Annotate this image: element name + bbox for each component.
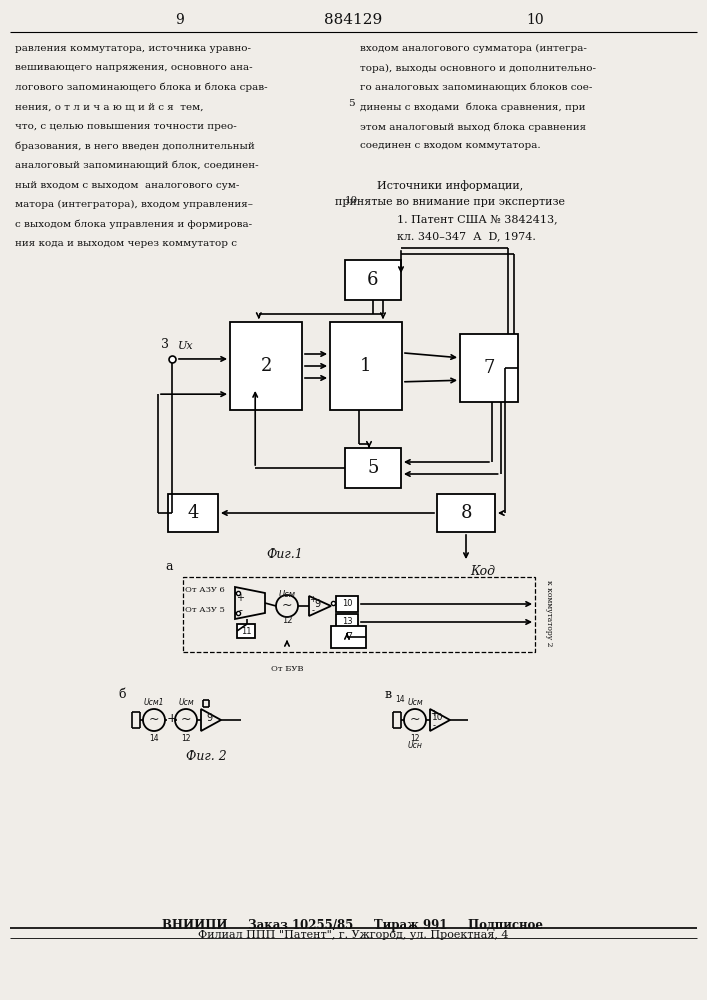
Text: От АЗУ 6: От АЗУ 6	[185, 586, 225, 594]
Text: 884129: 884129	[324, 13, 382, 27]
Text: 7: 7	[345, 632, 352, 642]
Bar	[336, 596, 358, 612]
Bar	[437, 494, 495, 532]
Text: с выходом блока управления и формирова-: с выходом блока управления и формирова-	[15, 220, 252, 229]
Text: 11: 11	[241, 626, 251, 636]
Text: 12: 12	[181, 734, 191, 743]
Bar	[331, 626, 366, 648]
Text: матора (интегратора), входом управления–: матора (интегратора), входом управления–	[15, 200, 253, 209]
Text: 10: 10	[341, 599, 352, 608]
Text: Uсм1: Uсм1	[144, 698, 164, 707]
Text: 5: 5	[348, 99, 354, 107]
Text: От АЗУ 5: От АЗУ 5	[185, 606, 225, 614]
Text: ~: ~	[148, 712, 159, 726]
Text: к коммутатору 2: к коммутатору 2	[545, 580, 553, 646]
Text: Код: Код	[470, 565, 495, 578]
Text: ный входом с выходом  аналогового сум-: ный входом с выходом аналогового сум-	[15, 180, 240, 190]
Bar	[345, 448, 401, 488]
Bar	[336, 614, 358, 630]
Text: ~: ~	[282, 598, 292, 611]
Text: логового запоминающего блока и блока срав-: логового запоминающего блока и блока сра…	[15, 83, 268, 93]
Text: кл. 340–347  А  D, 1974.: кл. 340–347 А D, 1974.	[397, 231, 536, 241]
Bar	[230, 322, 302, 410]
Text: принятые во внимание при экспертизе: принятые во внимание при экспертизе	[335, 197, 565, 207]
Text: аналоговый запоминающий блок, соединен-: аналоговый запоминающий блок, соединен-	[15, 161, 259, 170]
Text: динены с входами  блока сравнения, при: динены с входами блока сравнения, при	[360, 103, 585, 112]
Text: ВНИИПИ     Заказ 10255/85     Тираж 991     Подписное: ВНИИПИ Заказ 10255/85 Тираж 991 Подписно…	[163, 919, 544, 932]
Text: Фиг.1: Фиг.1	[267, 548, 303, 561]
Text: 14: 14	[149, 734, 159, 743]
Text: 1. Патент США № 3842413,: 1. Патент США № 3842413,	[397, 214, 558, 224]
Bar	[237, 624, 255, 638]
Text: Uсм: Uсм	[178, 698, 194, 707]
Bar	[183, 577, 535, 652]
Text: 12: 12	[410, 734, 420, 743]
Text: +: +	[167, 712, 177, 726]
Text: +: +	[310, 595, 317, 604]
Text: 4: 4	[187, 504, 199, 522]
Text: Uх: Uх	[178, 341, 194, 351]
Text: 9: 9	[314, 599, 320, 609]
Text: 8: 8	[460, 504, 472, 522]
Text: этом аналоговый выход блока сравнения: этом аналоговый выход блока сравнения	[360, 122, 586, 131]
Text: Фиг. 2: Фиг. 2	[186, 750, 226, 763]
Text: +: +	[236, 593, 244, 603]
Text: 5: 5	[368, 459, 379, 477]
Text: Uсм: Uсм	[407, 698, 423, 707]
Text: ~: ~	[410, 712, 420, 726]
Text: вешивающего напряжения, основного ана-: вешивающего напряжения, основного ана-	[15, 64, 252, 73]
Text: 1: 1	[361, 357, 372, 375]
Text: 3: 3	[161, 338, 169, 351]
Text: го аналоговых запоминающих блоков сое-: го аналоговых запоминающих блоков сое-	[360, 83, 592, 92]
Text: 9: 9	[206, 713, 212, 723]
Text: 6: 6	[367, 271, 379, 289]
Text: 10: 10	[526, 13, 544, 27]
Text: а: а	[165, 560, 173, 573]
Text: б: б	[118, 688, 126, 702]
Text: что, с целью повышения точности прео-: что, с целью повышения точности прео-	[15, 122, 237, 131]
Text: бразования, в него введен дополнительный: бразования, в него введен дополнительный	[15, 141, 255, 151]
Text: 9: 9	[175, 13, 185, 27]
Text: входом аналогового сумматора (интегра-: входом аналогового сумматора (интегра-	[360, 44, 587, 53]
Text: -: -	[433, 722, 436, 730]
Text: равления коммутатора, источника уравно-: равления коммутатора, источника уравно-	[15, 44, 251, 53]
Text: 10: 10	[344, 196, 358, 205]
Text: 12: 12	[282, 616, 292, 625]
Text: ния кода и выходом через коммутатор с: ния кода и выходом через коммутатор с	[15, 239, 237, 248]
Text: От БУВ: От БУВ	[271, 665, 303, 673]
Bar	[460, 334, 518, 402]
Text: 14: 14	[395, 695, 405, 704]
Text: +: +	[431, 708, 438, 718]
Bar	[330, 322, 402, 410]
Text: 13: 13	[341, 617, 352, 626]
Text: 10: 10	[432, 714, 444, 722]
Text: -: -	[238, 605, 242, 615]
Bar	[345, 260, 401, 300]
Text: 2: 2	[260, 357, 271, 375]
Text: тора), выходы основного и дополнительно-: тора), выходы основного и дополнительно-	[360, 64, 596, 73]
Text: ~: ~	[181, 712, 192, 726]
Text: Uсн: Uсн	[407, 741, 423, 750]
Text: Филиал ППП "Патент", г. Ужгород, ул. Проектная, 4: Филиал ППП "Патент", г. Ужгород, ул. Про…	[198, 930, 508, 940]
Text: соединен с входом коммутатора.: соединен с входом коммутатора.	[360, 141, 541, 150]
Text: в: в	[385, 688, 392, 702]
Text: 7: 7	[484, 359, 495, 377]
Text: Источники информации,: Источники информации,	[377, 180, 523, 191]
Text: Uсм: Uсм	[279, 590, 296, 599]
Text: -: -	[312, 606, 315, 615]
Bar	[168, 494, 218, 532]
Text: нения, о т л и ч а ю щ и й с я  тем,: нения, о т л и ч а ю щ и й с я тем,	[15, 103, 204, 111]
